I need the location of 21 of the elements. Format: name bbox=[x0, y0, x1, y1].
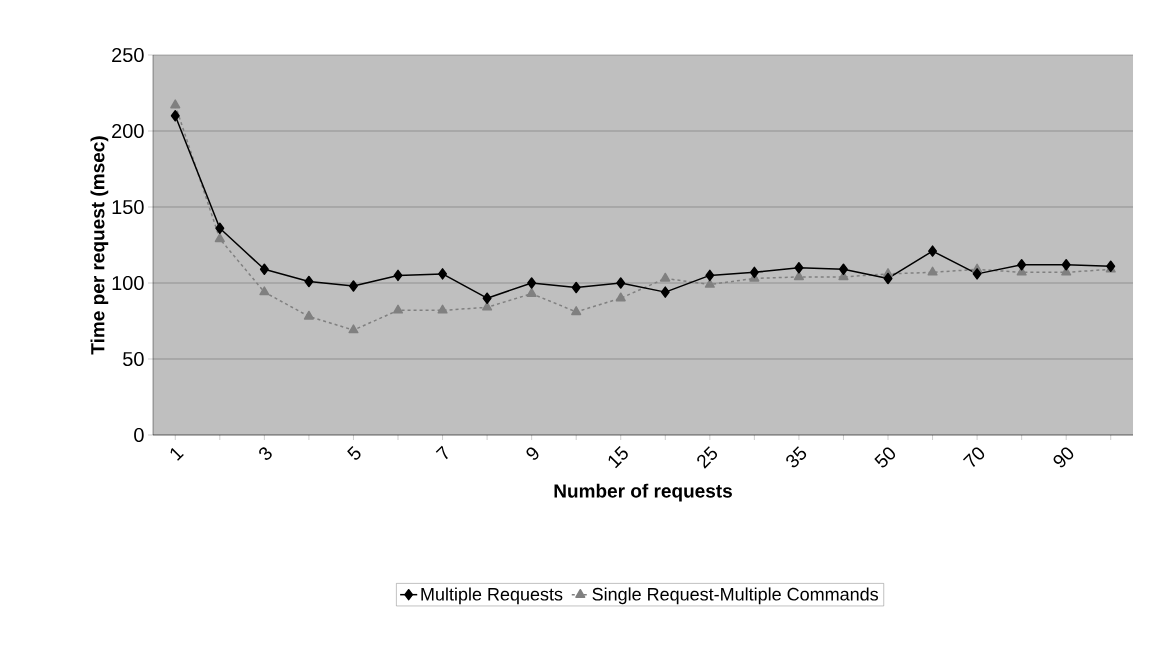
y-tick-label: 200 bbox=[112, 123, 144, 139]
x-tick-label: 7 bbox=[435, 445, 448, 460]
x-tick-label: 70 bbox=[962, 447, 985, 467]
y-tick-label: 250 bbox=[112, 47, 144, 63]
x-tick-label: 5 bbox=[347, 446, 361, 460]
legend-label: Single Request-Multiple Commands bbox=[592, 587, 879, 605]
x-tick-label: 3 bbox=[259, 447, 272, 460]
y-axis-title: Time per request (msec) bbox=[90, 136, 109, 355]
x-tick-label: 35 bbox=[786, 446, 807, 468]
x-tick-label: 9 bbox=[526, 447, 539, 460]
x-tick-label: 25 bbox=[697, 446, 718, 469]
x-tick-label: 90 bbox=[1053, 447, 1074, 468]
legend-label: Multiple Requests bbox=[421, 587, 563, 605]
x-tick-label: 15 bbox=[608, 446, 628, 469]
y-tick-label: 0 bbox=[134, 427, 144, 443]
x-tick-label: 50 bbox=[874, 447, 896, 468]
x-tick-label: 1 bbox=[170, 447, 184, 461]
x-axis-title: Number of requests bbox=[554, 483, 732, 502]
y-tick-label: 100 bbox=[112, 275, 144, 291]
y-tick-label: 50 bbox=[123, 351, 144, 367]
y-tick-label: 150 bbox=[112, 199, 144, 215]
